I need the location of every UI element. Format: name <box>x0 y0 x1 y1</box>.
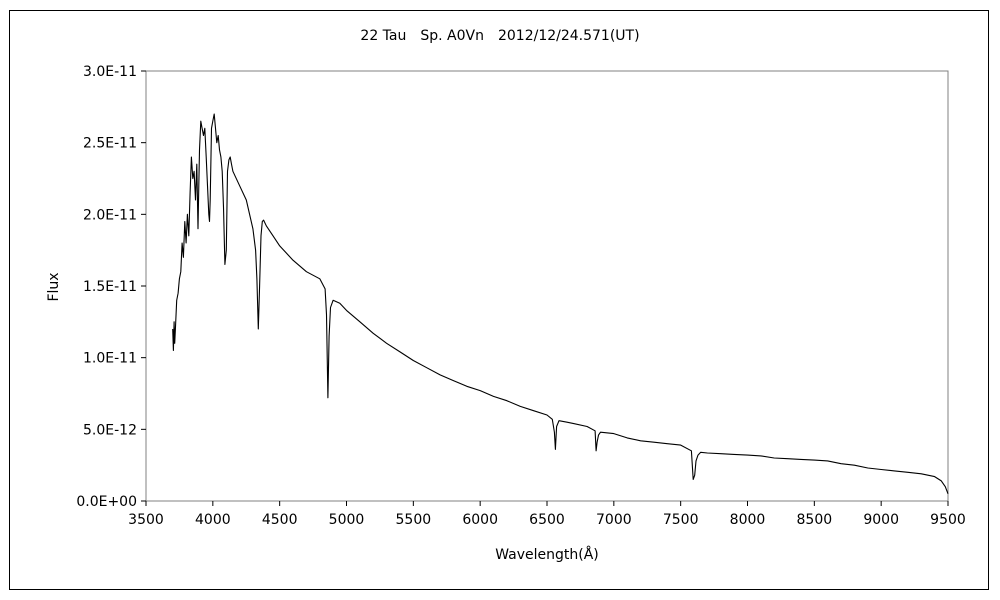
y-tick-label: 0.0E+00 <box>76 494 137 510</box>
x-axis: 3500 4000 4500 5000 5500 6000 6500 7000 7500 8000… <box>128 501 966 528</box>
x-tick-label: 6500 <box>529 512 565 528</box>
x-axis-label: Wavelength(Å) <box>495 546 599 563</box>
y-tick-label: 1.5E-11 <box>83 279 137 295</box>
x-tick-label: 9500 <box>930 512 966 528</box>
y-axis: 0.0E+00 5.0E-12 1.0E-11 1.5E-11 2.0E-11 2.5E-… <box>76 64 146 510</box>
x-tick-label: 6000 <box>462 512 498 528</box>
x-tick-label: 7000 <box>596 512 632 528</box>
chart-title: 22 Tau Sp. A0Vn 2012/12/24.571(UT) <box>360 28 639 44</box>
y-axis-label: Flux <box>46 272 62 301</box>
y-tick-label: 2.0E-11 <box>83 207 137 223</box>
x-tick-label: 8000 <box>730 512 766 528</box>
spectrum-line <box>172 113 949 494</box>
y-tick-label: 1.0E-11 <box>83 351 137 367</box>
x-tick-label: 5500 <box>396 512 432 528</box>
x-tick-label: 5000 <box>329 512 365 528</box>
x-tick-label: 9000 <box>863 512 899 528</box>
y-tick-label: 3.0E-11 <box>83 64 137 80</box>
y-tick-label: 5.0E-12 <box>83 422 137 438</box>
x-tick-label: 4000 <box>195 512 231 528</box>
x-tick-label: 3500 <box>128 512 164 528</box>
series-layer <box>172 113 949 494</box>
x-tick-label: 7500 <box>663 512 699 528</box>
x-tick-label: 4500 <box>262 512 298 528</box>
y-tick-label: 2.5E-11 <box>83 136 137 152</box>
plot-area <box>145 70 949 502</box>
x-tick-label: 8500 <box>797 512 833 528</box>
